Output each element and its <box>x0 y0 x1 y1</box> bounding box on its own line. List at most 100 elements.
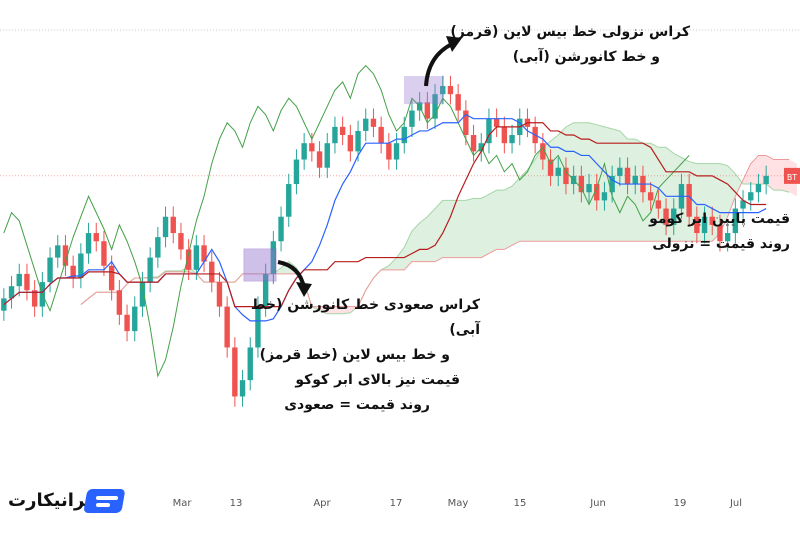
annotation-line: کراس صعودی خط کانورشن (خط آبی) <box>250 297 480 338</box>
candle-body <box>463 110 469 136</box>
candle-body <box>740 200 746 209</box>
candles <box>1 75 769 407</box>
x-tick-label: 17 <box>390 498 403 509</box>
candle-body <box>301 143 307 160</box>
cloud-segment <box>612 128 620 242</box>
candle-body <box>432 94 438 119</box>
candle-body <box>509 135 515 144</box>
candle-body <box>578 175 585 193</box>
candle-body <box>617 167 623 176</box>
bullish-cross-box <box>243 248 277 282</box>
cloud-segment <box>535 147 543 242</box>
cloud-segment <box>727 165 736 217</box>
candle-body <box>594 184 600 201</box>
annotation-line: و خط کانورشن (آبی) <box>512 49 660 65</box>
candle-body <box>108 265 115 291</box>
price-tag-label: BT <box>787 173 797 182</box>
bearish-cross-annotation: کراس نزولی خط بیس لاین (قرمز) و خط کانور… <box>420 20 690 70</box>
candle-body <box>8 286 15 299</box>
price-tag <box>784 167 800 184</box>
candle-body <box>547 159 554 176</box>
cloud-segment <box>388 257 397 270</box>
cloud-segment <box>596 124 605 242</box>
candle-body <box>332 126 338 144</box>
candle-body <box>732 208 739 234</box>
candle-body <box>209 261 215 283</box>
cloud-segment <box>650 143 659 242</box>
candle-body <box>409 110 415 127</box>
cloud-segment <box>589 122 597 242</box>
cloud-segment <box>334 306 343 314</box>
cloud-segment <box>581 122 590 242</box>
candle-body <box>401 126 407 144</box>
arrow-shaft <box>424 42 453 87</box>
arrow-head <box>446 36 462 52</box>
cloud-segment <box>773 159 782 191</box>
leading-span-b <box>80 154 790 308</box>
candle-body <box>139 282 146 307</box>
annotation-line: قیمت پایین ابر کومو <box>649 211 790 227</box>
cloud-segment <box>496 190 505 250</box>
candle-body <box>85 233 92 254</box>
candle-body <box>501 126 508 144</box>
candle-body <box>609 175 615 193</box>
cloud-segment <box>527 159 536 242</box>
candle-body <box>363 118 369 131</box>
candle-body <box>309 143 315 152</box>
cloud-segment <box>519 169 528 242</box>
x-tick-label: Jul <box>729 498 742 509</box>
candle-body <box>178 233 184 250</box>
candle-body <box>270 241 277 274</box>
candle-body <box>124 314 130 332</box>
candle-body <box>709 216 715 225</box>
candle-body <box>55 245 61 258</box>
x-tick-label: Mar <box>173 498 193 509</box>
candle-body <box>339 126 346 136</box>
candle-body <box>278 216 284 242</box>
candle-body <box>147 257 153 283</box>
candle-body <box>78 253 84 279</box>
cloud-segment <box>442 200 451 258</box>
candle-body <box>717 224 723 242</box>
candle-body <box>694 216 700 234</box>
candle-body <box>455 94 461 111</box>
candle-body <box>686 184 692 217</box>
cloud-segment <box>550 135 559 242</box>
cloud-segment <box>619 130 628 242</box>
cloud-segment <box>327 306 335 314</box>
cloud-segment <box>750 155 759 185</box>
bullish-cross-annotation: کراس صعودی خط کانورشن (خط آبی) و خط بیس … <box>230 293 480 418</box>
annotation-line: روند قیمت = نزولی <box>652 236 790 252</box>
cloud-segment <box>473 198 482 258</box>
candle-body <box>101 241 107 266</box>
candle-body <box>232 347 238 397</box>
cloud-segment <box>435 200 443 262</box>
x-tick-label: May <box>448 498 469 509</box>
cloud-segment <box>419 216 428 262</box>
cloud-segment <box>735 173 744 197</box>
x-tick-label: Apr <box>313 498 331 509</box>
arrow-head <box>296 282 312 297</box>
candle-body <box>24 273 30 291</box>
cloud-segment <box>458 200 466 258</box>
candle-body <box>671 208 677 225</box>
cloud-segment <box>558 126 566 242</box>
x-tick-label: Jun <box>589 498 606 509</box>
candle-body <box>378 126 384 144</box>
cloud-segment <box>465 198 474 258</box>
candle-body <box>486 118 492 144</box>
candle-body <box>116 290 123 315</box>
cloud-segment <box>512 177 520 246</box>
cloud-segment <box>411 222 420 262</box>
logo-icon <box>84 489 125 513</box>
below-cloud-annotation: قیمت پایین ابر کومو روند قیمت = نزولی <box>610 207 790 257</box>
candle-body <box>493 118 500 127</box>
candle-body <box>224 306 230 348</box>
candle-body <box>470 135 477 152</box>
candle-body <box>193 245 200 270</box>
candle-body <box>447 86 454 95</box>
candle-body <box>62 245 69 266</box>
x-axis: Mar 13 Apr 17 May 15 Jun 19 Jul BT <box>173 167 800 509</box>
candle-body <box>540 143 546 160</box>
